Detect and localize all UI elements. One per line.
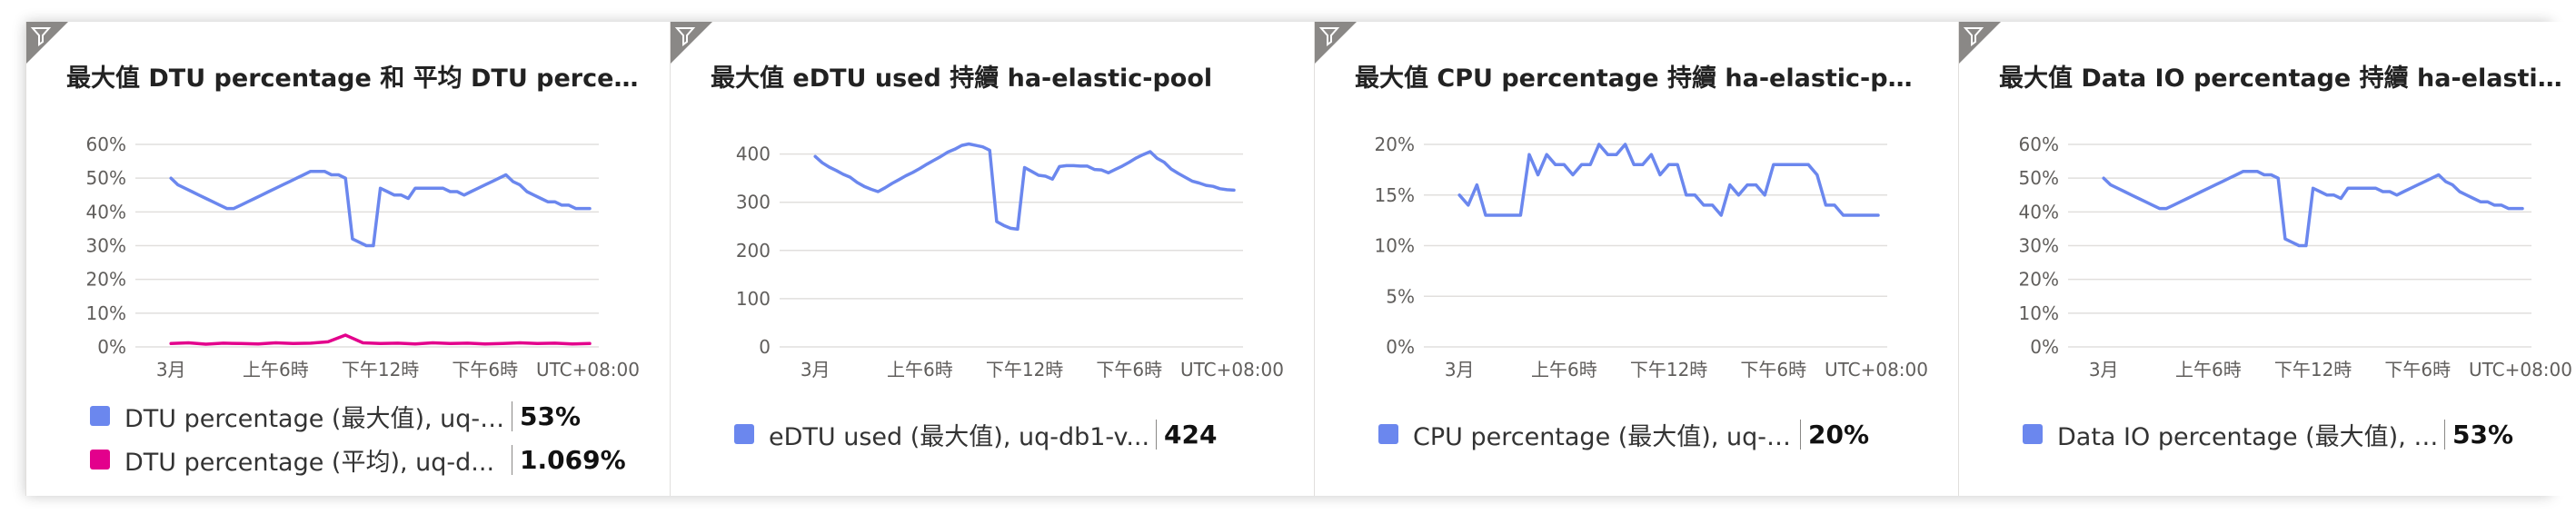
y-tick-label: 0 xyxy=(759,336,771,358)
chart-tile-edtu-used[interactable]: 最大值 eDTU used 持續 ha-elastic-pool 0 100 200 3… xyxy=(670,22,1295,496)
line-chart: 0% 5% 10% 15% 20% 3月 上午6時 下午12時 下午6時 UTC+08:00 xyxy=(1375,133,1928,381)
chart-tile-cpu-percentage[interactable]: 最大值 CPU percentage 持續 ha-elastic-pool 0% 5… xyxy=(1314,22,1939,496)
y-tick-label: 400 xyxy=(736,143,771,165)
legend-label: eDTU used (最大值), uq-db1-v... xyxy=(769,422,1150,451)
series-line-0[interactable] xyxy=(1457,143,1880,217)
chart-tile-dtu-percentage[interactable]: 最大值 DTU percentage 和 平均 DTU percen... 0% 1… xyxy=(25,22,651,496)
y-tick-label: 30% xyxy=(86,235,126,257)
filter-icon xyxy=(674,27,696,46)
x-tick-label: 上午6時 xyxy=(2175,359,2242,381)
y-tick-label: 60% xyxy=(86,133,126,155)
legend-value: 1.069% xyxy=(512,444,626,475)
x-tick-label: 上午6時 xyxy=(243,359,309,381)
filter-badge xyxy=(1959,22,2001,64)
legend-swatch xyxy=(90,450,110,470)
x-tick-label: 3月 xyxy=(1445,359,1475,381)
y-tick-label: 20% xyxy=(2019,269,2059,291)
filter-badge xyxy=(1315,22,1357,64)
series-line-0[interactable] xyxy=(169,169,592,248)
x-tick-label: 3月 xyxy=(801,359,830,381)
y-tick-label: 50% xyxy=(2019,167,2059,189)
legend-swatch xyxy=(1378,424,1398,444)
legend-item[interactable]: DTU percentage (最大值), uq-d... 53% xyxy=(90,394,626,438)
y-tick-label: 10% xyxy=(86,302,126,324)
line-chart: 0% 10% 20% 30% 40% 50% 60% 3月 上午6時 下午12時 下午6時 UTC+0… xyxy=(2019,133,2572,381)
filter-badge xyxy=(671,22,712,64)
x-tick-label: 下午12時 xyxy=(2274,359,2352,381)
x-tick-label: 下午6時 xyxy=(452,359,518,381)
timezone-label: UTC+08:00 xyxy=(536,359,640,381)
timezone-label: UTC+08:00 xyxy=(1825,359,1928,381)
y-tick-label: 200 xyxy=(736,240,771,262)
line-chart: 0 100 200 300 400 3月 上午6時 下午12時 下午6時 UTC+08:00 xyxy=(736,142,1284,381)
y-tick-label: 100 xyxy=(736,288,771,310)
y-tick-label: 10% xyxy=(2019,302,2059,324)
y-tick-label: 0% xyxy=(97,336,126,358)
chart-title: 最大值 Data IO percentage 持續 ha-elastic-... xyxy=(1999,64,2571,93)
y-tick-label: 50% xyxy=(86,167,126,189)
y-tick-label: 10% xyxy=(1375,235,1415,257)
legend-value: 53% xyxy=(2444,419,2513,450)
legend-label: DTU percentage (平均), uq-d... xyxy=(124,448,495,477)
series-line-0[interactable] xyxy=(813,142,1236,232)
y-tick-label: 60% xyxy=(2019,133,2059,155)
y-tick-label: 40% xyxy=(86,201,126,222)
series-line-1[interactable] xyxy=(169,333,592,346)
x-tick-label: 下午12時 xyxy=(1630,359,1707,381)
series-line-0[interactable] xyxy=(2102,169,2524,248)
filter-badge xyxy=(26,22,68,64)
chart-title: 最大值 DTU percentage 和 平均 DTU percen... xyxy=(66,64,639,93)
x-tick-label: 下午12時 xyxy=(342,359,419,381)
y-tick-label: 15% xyxy=(1375,184,1415,206)
chart-title: 最大值 CPU percentage 持續 ha-elastic-pool xyxy=(1355,64,1927,93)
timezone-label: UTC+08:00 xyxy=(2469,359,2572,381)
filter-icon xyxy=(1318,27,1340,46)
legend-swatch xyxy=(90,406,110,426)
y-tick-label: 0% xyxy=(2030,336,2059,358)
x-tick-label: 上午6時 xyxy=(887,359,953,381)
x-tick-label: 下午6時 xyxy=(1096,359,1162,381)
dashboard-strip: 最大值 DTU percentage 和 平均 DTU percen... 0% 1… xyxy=(25,22,2576,496)
x-tick-label: 上午6時 xyxy=(1531,359,1597,381)
filter-icon xyxy=(30,27,52,46)
legend-label: CPU percentage (最大值), uq-d... xyxy=(1413,422,1795,451)
x-tick-label: 下午6時 xyxy=(2384,359,2451,381)
y-tick-label: 300 xyxy=(736,192,771,213)
timezone-label: UTC+08:00 xyxy=(1180,359,1284,381)
legend-value: 20% xyxy=(1800,419,1869,450)
x-tick-label: 下午12時 xyxy=(986,359,1063,381)
chart-legend: CPU percentage (最大值), uq-d... 20% xyxy=(1378,412,1869,456)
legend-value: 424 xyxy=(1156,419,1217,450)
legend-item[interactable]: DTU percentage (平均), uq-d... 1.069% xyxy=(90,438,626,481)
chart-title: 最大值 eDTU used 持續 ha-elastic-pool xyxy=(711,64,1213,93)
line-chart: 0% 10% 20% 30% 40% 50% 60% 3月 上午6時 下午12時 下午6時 UTC+0… xyxy=(86,133,640,381)
legend-swatch xyxy=(734,424,754,444)
y-tick-label: 0% xyxy=(1386,336,1415,358)
y-tick-label: 40% xyxy=(2019,201,2059,222)
chart-legend: DTU percentage (最大值), uq-d... 53% DTU perc… xyxy=(90,394,626,481)
chart-legend: Data IO percentage (最大值), u... 53% xyxy=(2023,412,2513,456)
chart-tile-data-io-percentage[interactable]: 最大值 Data IO percentage 持續 ha-elastic-...… xyxy=(1958,22,2576,496)
legend-label: Data IO percentage (最大值), u... xyxy=(2057,422,2439,451)
legend-item[interactable]: CPU percentage (最大值), uq-d... 20% xyxy=(1378,412,1869,456)
legend-item[interactable]: eDTU used (最大值), uq-db1-v... 424 xyxy=(734,412,1217,456)
legend-value: 53% xyxy=(512,400,581,431)
x-tick-label: 3月 xyxy=(2089,359,2119,381)
x-tick-label: 3月 xyxy=(156,359,186,381)
legend-label: DTU percentage (最大值), uq-d... xyxy=(124,404,506,433)
y-tick-label: 5% xyxy=(1386,285,1415,307)
y-tick-label: 20% xyxy=(86,269,126,291)
legend-item[interactable]: Data IO percentage (最大值), u... 53% xyxy=(2023,412,2513,456)
x-tick-label: 下午6時 xyxy=(1740,359,1806,381)
legend-swatch xyxy=(2023,424,2043,444)
y-tick-label: 30% xyxy=(2019,235,2059,257)
chart-legend: eDTU used (最大值), uq-db1-v... 424 xyxy=(734,412,1217,456)
y-tick-label: 20% xyxy=(1375,133,1415,155)
filter-icon xyxy=(1963,27,1984,46)
